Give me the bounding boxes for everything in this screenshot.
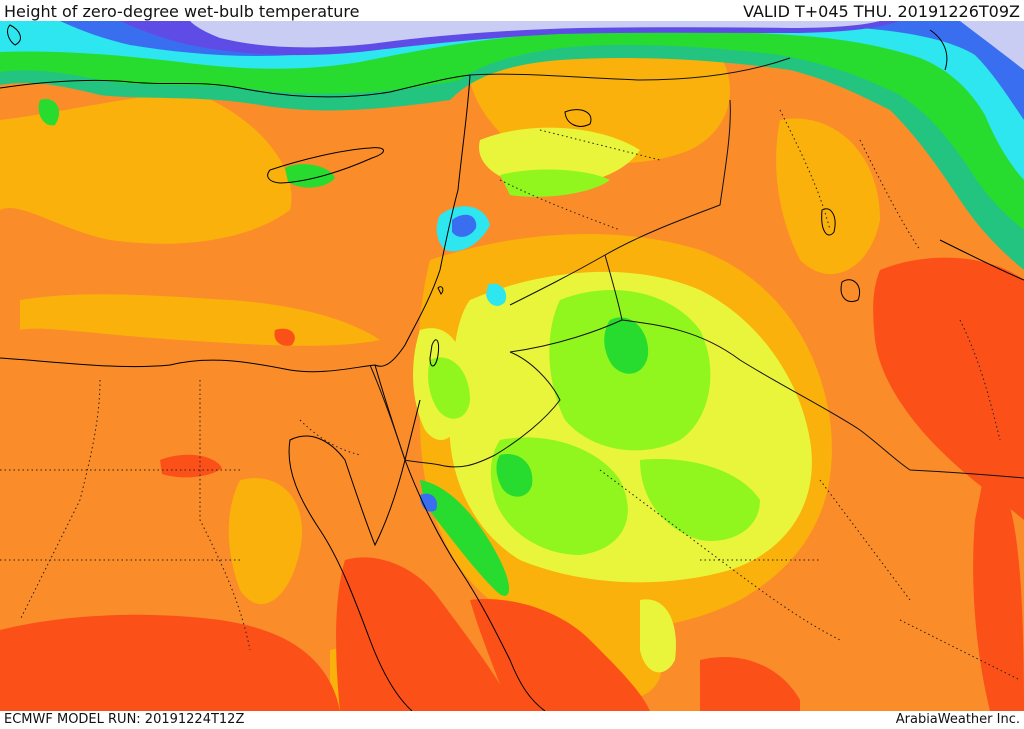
map-footer: ECMWF MODEL RUN: 20191224T12Z ArabiaWeat…: [0, 711, 1024, 729]
borders-dotted: [0, 109, 1021, 681]
borders-solid: [369, 57, 1024, 479]
model-run: ECMWF MODEL RUN: 20191224T12Z: [4, 712, 245, 727]
zone-north-band: [0, 21, 1024, 270]
credit-text: ArabiaWeather Inc.: [895, 712, 1020, 727]
weather-map[interactable]: [0, 21, 1024, 711]
map-header: Height of zero-degree wet-bulb temperatu…: [0, 0, 1024, 21]
map-title: Height of zero-degree wet-bulb temperatu…: [4, 2, 360, 21]
zone-very-high: [0, 257, 1024, 711]
coastlines: [0, 24, 1024, 711]
valid-time: VALID T+045 THU. 20191226T09Z: [743, 2, 1020, 21]
